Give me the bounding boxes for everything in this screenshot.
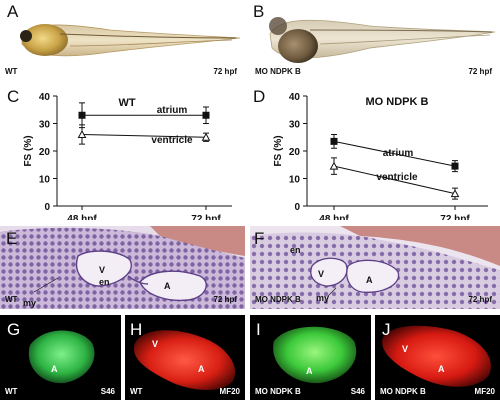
panel-letter-f: F (254, 229, 265, 248)
wt-larva-image (20, 24, 241, 57)
atrium-label: A (306, 366, 313, 376)
data-point-ventricle (329, 161, 339, 170)
panel-i-morphant-s46-stain: I A MO NDPK B S46 (250, 315, 371, 400)
series-label-ventricle: ventricle (151, 135, 193, 146)
panel-a-wt-larva: A WT 72 hpf (0, 0, 245, 82)
ventricle-label: V (152, 339, 159, 349)
x-tick-label: 72 hpf (191, 214, 221, 220)
wt-atrium-green-image (28, 330, 95, 384)
data-point-atrium (202, 111, 210, 119)
data-point-atrium (330, 137, 338, 145)
panel-j-antibody-label: MF20 (474, 387, 495, 396)
panel-h-genotype-label: WT (130, 387, 143, 396)
panel-letter-j: J (382, 320, 391, 339)
data-point-ventricle (450, 189, 460, 198)
morphant-atrium-green-image (273, 326, 357, 384)
series-label-atrium: atrium (157, 105, 188, 116)
data-point-atrium (451, 162, 459, 170)
chart-title: MO NDPK B (366, 96, 429, 108)
panel-letter-b: B (253, 2, 265, 21)
atrium-label: A (164, 281, 171, 291)
panel-g-antibody-label: S46 (100, 387, 115, 396)
panel-letter-g: G (7, 320, 21, 339)
panel-letter-e: E (6, 229, 18, 248)
x-tick-label: 48 hpf (319, 214, 349, 220)
ventricle-label: V (318, 269, 325, 279)
panel-e-genotype-label: WT (5, 295, 18, 304)
panel-i-antibody-label: S46 (350, 387, 365, 396)
myocardium-label: my (23, 298, 37, 308)
series-label-atrium: atrium (383, 148, 414, 159)
panel-h-antibody-label: MF20 (219, 387, 240, 396)
panel-j-genotype-label: MO NDPK B (380, 387, 426, 396)
wt-heart-section-image (0, 226, 245, 309)
panel-letter-i: I (256, 320, 261, 339)
y-tick-label: 30 (39, 120, 51, 131)
x-tick-label: 48 hpf (67, 214, 97, 220)
panel-h-wt-mf20-stain: H V A WT MF20 (125, 315, 245, 400)
data-point-atrium (78, 111, 86, 119)
y-axis-label: FS (%) (273, 135, 284, 166)
panel-letter-c: C (7, 87, 20, 106)
panel-c-wt-chart: C 0 10 20 30 40 FS (%) 48 hpf 72 hpf WT atrium ven… (0, 86, 245, 220)
panel-f-morphant-histology: F en V my A MO NDPK B 72 hpf (250, 226, 500, 309)
morphant-heart-red-image (382, 325, 491, 387)
atrium-label: A (51, 364, 58, 374)
series-line-ventricle (81, 134, 207, 138)
myocardium-label: my (316, 293, 330, 303)
panel-g-genotype-label: WT (5, 387, 18, 396)
panel-e-stage-label: 72 hpf (213, 295, 237, 304)
panel-i-genotype-label: MO NDPK B (255, 387, 301, 396)
series-line-ventricle (333, 165, 456, 195)
wt-heart-red-image (133, 330, 236, 391)
panel-letter-d: D (253, 87, 266, 106)
panel-f-genotype-label: MO NDPK B (255, 295, 301, 304)
panel-letter-a: A (7, 2, 19, 21)
wt-fractional-shortening-chart: 0 10 20 30 40 FS (%) 48 hpf 72 hpf WT atrium ventr… (23, 92, 232, 220)
panel-g-wt-s46-stain: G A WT S46 (0, 315, 121, 400)
y-tick-label: 10 (39, 175, 51, 186)
y-tick-label: 30 (289, 120, 301, 131)
y-tick-label: 0 (44, 202, 50, 213)
morphant-larva-image (269, 17, 496, 63)
atrium-label: A (438, 364, 445, 374)
y-tick-label: 20 (39, 147, 51, 158)
y-tick-label: 40 (39, 92, 51, 103)
data-point-ventricle (77, 129, 87, 138)
y-axis-label: FS (%) (23, 135, 34, 166)
series-label-ventricle: ventricle (376, 172, 418, 183)
ventricle-label: V (402, 344, 409, 354)
series-line-atrium (333, 140, 456, 167)
atrium-label: A (198, 364, 205, 374)
panel-e-wt-histology: E V en my A WT 72 hpf (0, 226, 245, 309)
panel-letter-h: H (130, 320, 143, 339)
panel-f-stage-label: 72 hpf (468, 295, 492, 304)
morphant-heart-section-image (250, 226, 500, 309)
endocardium-label: en (290, 245, 301, 255)
y-tick-label: 20 (289, 147, 301, 158)
panel-a-stage-label: 72 hpf (213, 67, 237, 76)
panel-b-genotype-label: MO NDPK B (255, 67, 301, 76)
x-tick-label: 72 hpf (440, 214, 470, 220)
morphant-fractional-shortening-chart: 0 10 20 30 40 FS (%) 48 hpf 72 hpf MO NDPK B atri… (273, 92, 488, 220)
panel-b-morphant-larva: B MO NDPK B 72 hpf (250, 0, 500, 82)
panel-j-morphant-mf20-stain: J V A MO NDPK B MF20 (375, 315, 500, 400)
atrium-label: A (366, 275, 373, 285)
chart-title: WT (118, 97, 135, 109)
data-point-ventricle (201, 132, 211, 141)
panel-a-genotype-label: WT (5, 67, 18, 76)
panel-b-stage-label: 72 hpf (468, 67, 492, 76)
y-tick-label: 40 (289, 92, 301, 103)
endocardium-label: en (99, 277, 110, 287)
ventricle-label: V (99, 265, 106, 275)
y-tick-label: 10 (289, 175, 301, 186)
panel-d-morphant-chart: D 0 10 20 30 40 FS (%) 48 hpf 72 hpf MO NDPK B at… (250, 86, 500, 220)
y-tick-label: 0 (294, 202, 300, 213)
